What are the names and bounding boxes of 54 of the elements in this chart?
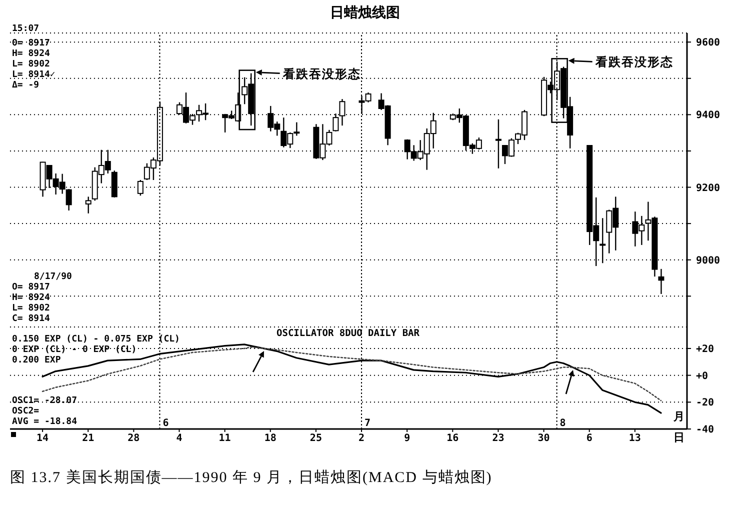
annotation: 看跌吞没形态 xyxy=(594,55,674,70)
x-tick-label: 14 xyxy=(36,433,49,444)
x-tick-label: 6 xyxy=(586,433,592,444)
x-tick-label: 9 xyxy=(404,433,410,444)
x-tick-label: 4 xyxy=(176,433,182,444)
annotation: OSC1= -28.07 xyxy=(12,396,78,406)
annotation: H= 8924 xyxy=(12,49,51,59)
annotation: L= 8914✓ xyxy=(12,70,56,80)
x-tick-label: 25 xyxy=(310,433,322,444)
x-tick-label: 30 xyxy=(538,433,550,444)
x-tick-label: 21 xyxy=(82,433,94,444)
annotation: OSC2= xyxy=(12,406,40,416)
candlestick xyxy=(495,118,502,169)
candlestick xyxy=(85,196,92,214)
annotation: O= 8917 xyxy=(12,38,50,48)
line-series xyxy=(42,346,662,402)
annotation: C= 8914 xyxy=(12,314,51,324)
y-tick-label: 9000 xyxy=(696,255,720,266)
x-tick-label: 28 xyxy=(128,433,140,444)
annotation: L= 8902 xyxy=(12,304,50,314)
y-tick-label: +20 xyxy=(696,344,714,356)
chart-title: 日蜡烛线图 xyxy=(330,5,400,21)
text: 日 xyxy=(674,431,684,444)
x-tick-label: 2 xyxy=(358,433,365,444)
candlestick xyxy=(137,179,144,196)
y-tick-label: -40 xyxy=(696,424,714,436)
y-tick-label: 9600 xyxy=(696,38,720,49)
caption: 图 13.7 美国长期国债——1990 年 9 月，日蜡烛图(MACD 与蜡烛图) xyxy=(10,469,492,486)
annotation: 0.150 EXP (CL) - 0.075 EXP (CL) xyxy=(12,334,180,344)
y-tick-label: 9200 xyxy=(696,182,720,194)
candlestick xyxy=(658,268,664,295)
annotation: L= 8902 xyxy=(12,60,50,70)
x-tick-label: 13 xyxy=(628,433,641,444)
ref-line-label: 6 xyxy=(162,418,169,429)
ref-line-label: 7 xyxy=(364,418,371,429)
annotation: O= 8917 xyxy=(12,282,50,292)
candlestick xyxy=(600,218,606,264)
x-tick-label: 18 xyxy=(264,433,276,444)
x-tick-label: 16 xyxy=(446,433,459,444)
annotation: 看跌吞没形态 xyxy=(282,66,361,81)
annotation: 0.200 EXP xyxy=(12,356,62,366)
annotation: AVG = -18.84 xyxy=(12,417,78,427)
y-tick-label: +0 xyxy=(696,370,708,382)
x-tick-label: 23 xyxy=(492,433,504,444)
ref-line-label: 8 xyxy=(560,418,566,429)
annotation: 8/17/90 xyxy=(34,272,72,282)
x-tick-label: 11 xyxy=(218,433,231,444)
y-tick-label: -20 xyxy=(696,398,714,409)
chart-title: OSCILLATOR 8DUO DAILY BAR xyxy=(276,328,420,339)
annotation: H= 8924 xyxy=(12,293,51,303)
annotation: 月 xyxy=(672,410,684,423)
y-tick-label: 9400 xyxy=(696,110,720,122)
annotation: 15:07 xyxy=(12,24,40,34)
annotation: Δ= -9 xyxy=(12,80,40,90)
